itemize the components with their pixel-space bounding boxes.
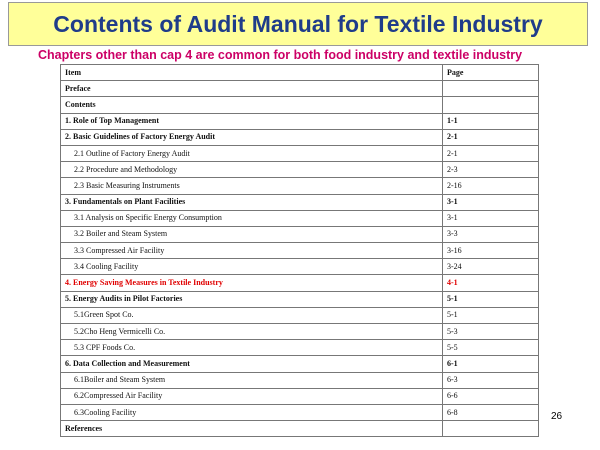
row-item-label: 5.2Cho Heng Vermicelli Co. bbox=[60, 322, 443, 341]
table-row: 5.3 CPF Foods Co. 5-5 bbox=[60, 339, 539, 357]
table-row: 2. Basic Guidelines of Factory Energy Au… bbox=[60, 128, 539, 146]
row-page-number: 6-8 bbox=[442, 403, 539, 422]
row-item-label: 3. Fundamentals on Plant Facilities bbox=[60, 193, 443, 211]
row-item-label: 1. Role of Top Management bbox=[60, 112, 443, 130]
row-page-number bbox=[442, 96, 539, 114]
table-row: Contents bbox=[60, 96, 539, 114]
row-page-number bbox=[442, 420, 539, 438]
row-page-number: 3-1 bbox=[442, 193, 539, 211]
table-row: 5.1Green Spot Co. 5-1 bbox=[60, 306, 539, 325]
row-page-number: 2-3 bbox=[442, 161, 539, 179]
row-page-number: 6-3 bbox=[442, 371, 539, 389]
table-row: 6.1Boiler and Steam System 6-3 bbox=[60, 371, 539, 389]
row-item-label: 5.3 CPF Foods Co. bbox=[60, 339, 443, 357]
title-box: Contents of Audit Manual for Textile Ind… bbox=[8, 2, 588, 46]
row-page-number: 2-1 bbox=[442, 144, 539, 163]
row-page-number: 6-1 bbox=[442, 355, 539, 373]
table-row: 5.2Cho Heng Vermicelli Co. 5-3 bbox=[60, 322, 539, 341]
row-item-label: Contents bbox=[60, 96, 443, 114]
slide-title: Contents of Audit Manual for Textile Ind… bbox=[53, 10, 543, 37]
row-page-number: 3-3 bbox=[442, 225, 539, 244]
row-page-number: 2-1 bbox=[442, 128, 539, 146]
row-page-number: 5-1 bbox=[442, 306, 539, 325]
row-item-label: References bbox=[60, 420, 443, 438]
row-item-label: 3.2 Boiler and Steam System bbox=[60, 225, 443, 244]
row-page-number: 3-24 bbox=[442, 258, 539, 276]
contents-table: Item Page Preface Contents 1. Role of Top … bbox=[60, 63, 539, 438]
table-row: 3.2 Boiler and Steam System 3-3 bbox=[60, 225, 539, 244]
row-page-number: 5-1 bbox=[442, 290, 539, 308]
row-page-number: 1-1 bbox=[442, 112, 539, 130]
table-row: 2.2 Procedure and Methodology 2-3 bbox=[60, 161, 539, 179]
row-page-number: 6-6 bbox=[442, 387, 539, 405]
table-row: 1. Role of Top Management 1-1 bbox=[60, 112, 539, 130]
row-page-number: 2-16 bbox=[442, 177, 539, 195]
row-item-label: 6.2Compressed Air Facility bbox=[60, 387, 443, 405]
subtitle-note: Chapters other than cap 4 are common for… bbox=[38, 48, 523, 62]
table-row: References bbox=[60, 420, 539, 438]
row-page-number: 3-1 bbox=[442, 209, 539, 227]
table-row: 5. Energy Audits in Pilot Factories 5-1 bbox=[60, 290, 539, 308]
row-page-number: 4-1 bbox=[442, 274, 539, 292]
table-row: 2.1 Outline of Factory Energy Audit 2-1 bbox=[60, 144, 539, 163]
header-item: Item bbox=[60, 63, 443, 82]
row-page-number: 5-3 bbox=[442, 322, 539, 341]
row-item-label: 2.1 Outline of Factory Energy Audit bbox=[60, 144, 443, 163]
row-item-label: 5. Energy Audits in Pilot Factories bbox=[60, 290, 443, 308]
table-row: 3.4 Cooling Facility 3-24 bbox=[60, 258, 539, 276]
header-page: Page bbox=[442, 63, 539, 82]
row-page-number: 3-16 bbox=[442, 242, 539, 260]
table-row: Preface bbox=[60, 80, 539, 98]
row-item-label: 3.4 Cooling Facility bbox=[60, 258, 443, 276]
row-item-label: 6.1Boiler and Steam System bbox=[60, 371, 443, 389]
table-row: 3.3 Compressed Air Facility 3-16 bbox=[60, 242, 539, 260]
table-row: 2.3 Basic Measuring Instruments 2-16 bbox=[60, 177, 539, 195]
row-item-label: Preface bbox=[60, 80, 443, 98]
row-item-label: 2.2 Procedure and Methodology bbox=[60, 161, 443, 179]
row-page-number: 5-5 bbox=[442, 339, 539, 357]
row-item-label: 2.3 Basic Measuring Instruments bbox=[60, 177, 443, 195]
row-item-label: 4. Energy Saving Measures in Textile Ind… bbox=[60, 274, 443, 292]
row-item-label: 5.1Green Spot Co. bbox=[60, 306, 443, 325]
table-header-row: Item Page bbox=[60, 63, 539, 82]
table-row: 3.1 Analysis on Specific Energy Consumpt… bbox=[60, 209, 539, 227]
table-row: 6. Data Collection and Measurement 6-1 bbox=[60, 355, 539, 373]
table-row: 6.2Compressed Air Facility 6-6 bbox=[60, 387, 539, 405]
slide-number: 26 bbox=[551, 411, 563, 422]
table-row: 6.3Cooling Facility 6-8 bbox=[60, 403, 539, 422]
row-item-label: 6.3Cooling Facility bbox=[60, 403, 443, 422]
row-item-label: 2. Basic Guidelines of Factory Energy Au… bbox=[60, 128, 443, 146]
row-item-label: 3.3 Compressed Air Facility bbox=[60, 242, 443, 260]
row-item-label: 6. Data Collection and Measurement bbox=[60, 355, 443, 373]
table-row: 4. Energy Saving Measures in Textile Ind… bbox=[60, 274, 539, 292]
row-item-label: 3.1 Analysis on Specific Energy Consumpt… bbox=[60, 209, 443, 227]
row-page-number bbox=[442, 80, 539, 98]
table-row: 3. Fundamentals on Plant Facilities 3-1 bbox=[60, 193, 539, 211]
contents-table-body: Item Page Preface Contents 1. Role of Top … bbox=[60, 63, 539, 438]
